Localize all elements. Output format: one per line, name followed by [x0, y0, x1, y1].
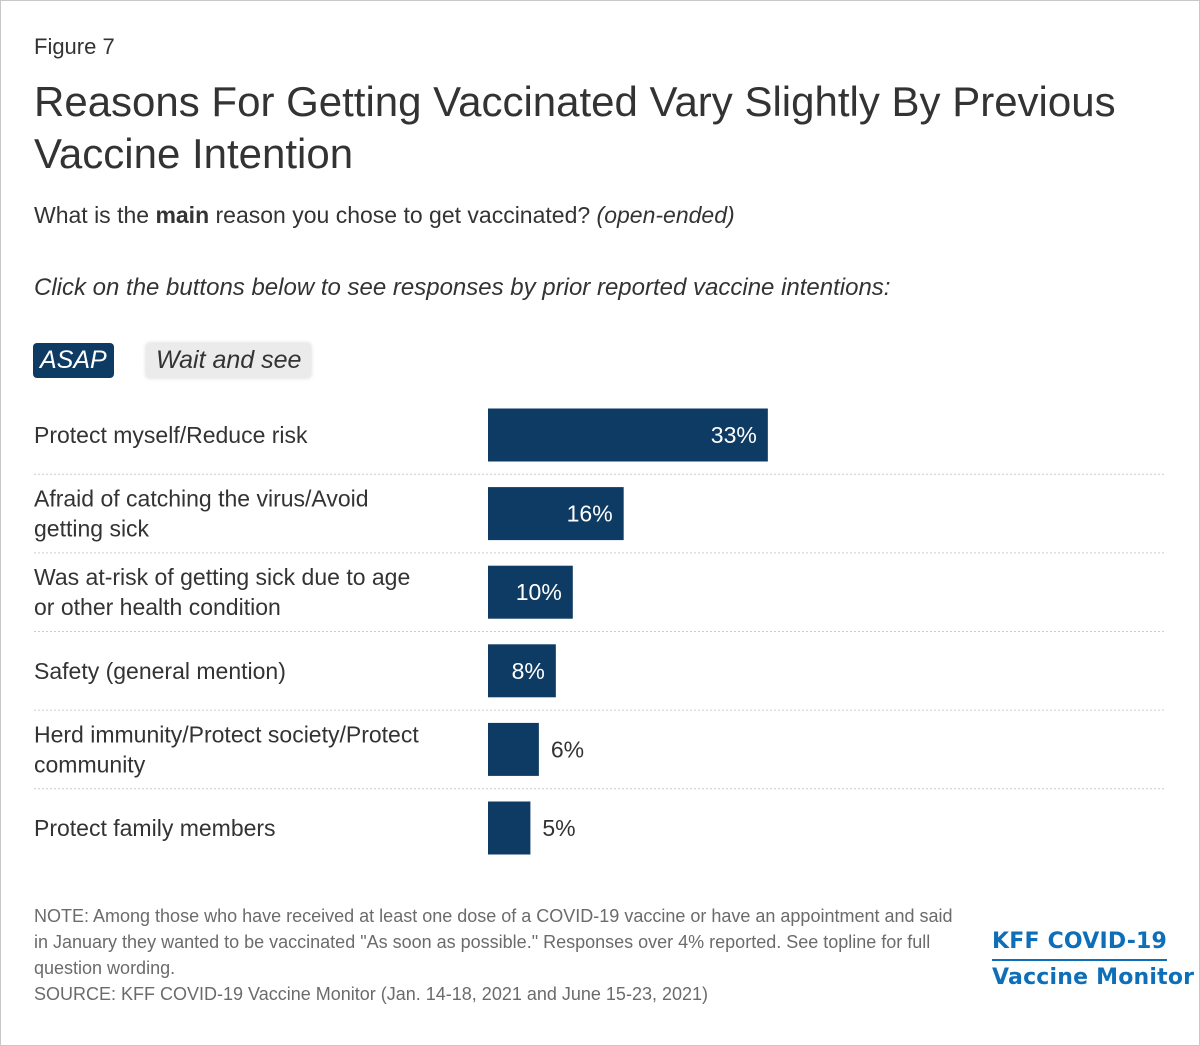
note-text: NOTE: Among those who have received at l…	[34, 906, 953, 978]
asap-button[interactable]: ASAP	[33, 343, 114, 378]
subtitle-bold: main	[155, 202, 210, 228]
bar	[488, 408, 768, 462]
category-label: Afraid of catching the virus/Avoid gettin…	[34, 486, 369, 542]
bar	[488, 487, 624, 541]
subtitle-prefix: What is the	[34, 202, 156, 228]
value-label: 10%	[516, 579, 562, 605]
category-label: Herd immunity/Protect society/Protect com…	[34, 721, 419, 777]
source-text: SOURCE: KFF COVID-19 Vaccine Monitor (Ja…	[34, 984, 708, 1004]
category-label: Safety (general mention)	[34, 658, 286, 684]
logo-line-2: Vaccine Monitor	[992, 965, 1195, 990]
instruction-text: Click on the buttons below to see respon…	[34, 274, 891, 301]
category-label: Was at-risk of getting sick due to age or…	[34, 564, 410, 620]
subtitle-suffix: reason you chose to get vaccinated?	[209, 202, 597, 228]
value-label: 16%	[567, 501, 613, 527]
value-label: 8%	[512, 658, 545, 684]
chart-title: Reasons For Getting Vaccinated Vary Slig…	[34, 78, 1116, 177]
logo-line-1: KFF COVID-19	[992, 925, 1168, 961]
bar	[488, 801, 531, 855]
value-label: 6%	[551, 736, 584, 762]
category-label: Protect myself/Reduce risk	[34, 422, 308, 448]
chart-subtitle: What is the main reason you chose to get…	[34, 202, 735, 229]
bar	[488, 644, 556, 698]
subtitle-italic: (open-ended)	[596, 202, 735, 228]
figure-label: Figure 7	[34, 34, 115, 59]
bar	[488, 722, 539, 776]
value-label: 5%	[542, 815, 575, 841]
wait-and-see-button[interactable]: Wait and see	[146, 343, 312, 378]
kff-logo: KFF COVID-19 Vaccine Monitor	[992, 925, 1194, 995]
value-label: 33%	[711, 422, 757, 448]
category-label: Protect family members	[34, 815, 276, 841]
bar	[488, 565, 573, 619]
bar-chart: Protect myself/Reduce risk 33% Afraid of c…	[34, 408, 1166, 855]
footnotes: NOTE: Among those who have received at l…	[34, 903, 964, 1007]
